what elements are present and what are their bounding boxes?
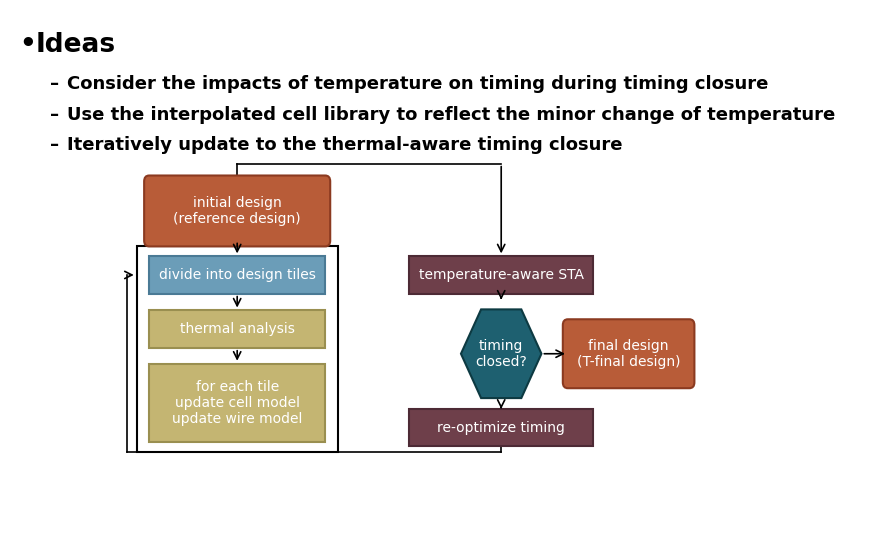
FancyBboxPatch shape [144,175,331,246]
Text: Ideas: Ideas [36,32,116,58]
Text: –: – [50,75,60,93]
Text: thermal analysis: thermal analysis [180,322,295,336]
FancyBboxPatch shape [409,256,593,294]
Text: –: – [50,106,60,124]
Text: final design
(T-final design): final design (T-final design) [576,338,681,369]
FancyBboxPatch shape [149,311,325,348]
FancyBboxPatch shape [409,409,593,446]
FancyBboxPatch shape [563,319,694,388]
Text: Consider the impacts of temperature on timing during timing closure: Consider the impacts of temperature on t… [67,75,768,93]
Text: timing
closed?: timing closed? [475,338,527,369]
FancyBboxPatch shape [149,364,325,443]
Text: •: • [20,32,36,58]
Text: –: – [50,136,60,154]
Text: Use the interpolated cell library to reflect the minor change of temperature: Use the interpolated cell library to ref… [67,106,835,124]
Text: initial design
(reference design): initial design (reference design) [174,196,301,226]
Text: temperature-aware STA: temperature-aware STA [419,268,584,282]
Text: divide into design tiles: divide into design tiles [159,268,315,282]
Text: for each tile
update cell model
update wire model: for each tile update cell model update w… [172,380,302,426]
FancyBboxPatch shape [149,256,325,294]
Bar [136,246,338,452]
Text: re-optimize timing: re-optimize timing [437,421,565,434]
Polygon shape [461,310,542,398]
Text: Iteratively update to the thermal-aware timing closure: Iteratively update to the thermal-aware … [67,136,623,154]
